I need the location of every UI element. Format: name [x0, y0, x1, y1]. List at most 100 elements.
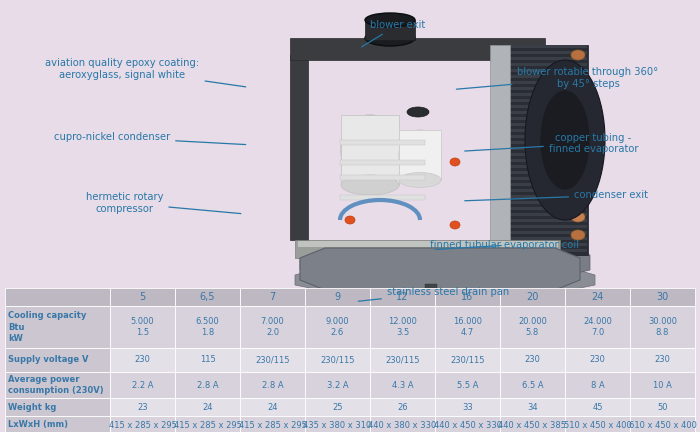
Bar [501, 51, 587, 54]
Bar [435, 372, 500, 398]
Bar [501, 129, 587, 132]
Text: 50: 50 [657, 403, 668, 412]
Bar [565, 372, 630, 398]
Bar [425, 284, 437, 290]
Bar [501, 153, 587, 156]
Bar [501, 147, 587, 150]
Bar [290, 55, 308, 240]
Text: 34: 34 [527, 403, 538, 412]
Ellipse shape [341, 115, 399, 185]
Bar [240, 288, 305, 306]
Bar [175, 288, 240, 306]
Polygon shape [295, 265, 595, 292]
Bar [501, 237, 587, 240]
Bar [175, 348, 240, 372]
Bar [5, 398, 110, 416]
Bar [175, 372, 240, 398]
Bar [501, 57, 587, 60]
Text: 24: 24 [592, 292, 603, 302]
Text: 5.000
1.5: 5.000 1.5 [131, 317, 154, 337]
Bar [435, 288, 500, 306]
Bar [501, 75, 587, 78]
Text: 610 x 450 x 400: 610 x 450 x 400 [629, 420, 696, 429]
Bar [110, 306, 175, 348]
Bar [365, 20, 415, 40]
Bar [110, 416, 175, 432]
Text: 440 x 380 x 330: 440 x 380 x 330 [368, 420, 437, 429]
Ellipse shape [571, 158, 585, 168]
Text: 415 x 285 x 295: 415 x 285 x 295 [239, 420, 307, 429]
Bar [500, 416, 565, 432]
Bar [500, 398, 565, 416]
Bar [370, 288, 435, 306]
Bar [340, 175, 425, 180]
Bar [370, 416, 435, 432]
Text: 230: 230 [524, 356, 540, 365]
Bar [340, 195, 425, 200]
Bar [501, 171, 587, 174]
Bar [630, 372, 695, 398]
Bar [501, 159, 587, 162]
Text: blower exit: blower exit [361, 20, 425, 47]
Bar [341, 115, 399, 185]
Text: 7.000
2.0: 7.000 2.0 [260, 317, 284, 337]
Ellipse shape [571, 230, 585, 240]
Bar [305, 372, 370, 398]
Ellipse shape [571, 194, 585, 204]
Bar [5, 372, 110, 398]
Bar [501, 63, 587, 66]
Bar [501, 189, 587, 192]
Text: 23: 23 [137, 403, 148, 412]
Text: hermetic rotary
compressor: hermetic rotary compressor [86, 192, 241, 214]
Bar [630, 398, 695, 416]
Bar [110, 398, 175, 416]
Text: 16.000
4.7: 16.000 4.7 [453, 317, 482, 337]
Ellipse shape [341, 175, 399, 195]
Text: 12.000
3.5: 12.000 3.5 [388, 317, 417, 337]
Ellipse shape [399, 172, 441, 187]
Bar [305, 306, 370, 348]
Bar [501, 111, 587, 114]
Bar [501, 201, 587, 204]
Text: blower rotable through 360°
by 45° steps: blower rotable through 360° by 45° steps [456, 67, 659, 89]
Bar [240, 372, 305, 398]
Polygon shape [300, 245, 590, 278]
Bar [501, 81, 587, 84]
Bar [240, 306, 305, 348]
Bar [501, 207, 587, 210]
Bar [290, 38, 545, 60]
Bar [501, 243, 587, 246]
Text: 440 x 450 x 385: 440 x 450 x 385 [498, 420, 566, 429]
Bar [490, 45, 510, 255]
Text: 24: 24 [202, 403, 213, 412]
Ellipse shape [407, 107, 429, 117]
Bar [110, 348, 175, 372]
Ellipse shape [345, 216, 355, 224]
Bar [5, 288, 110, 306]
Text: 9.000
2.6: 9.000 2.6 [326, 317, 349, 337]
Ellipse shape [571, 50, 585, 60]
Ellipse shape [399, 130, 441, 180]
Ellipse shape [571, 140, 585, 150]
Text: 45: 45 [592, 403, 603, 412]
Text: cupro-nickel condenser: cupro-nickel condenser [54, 132, 246, 145]
Text: 230/115: 230/115 [256, 356, 290, 365]
Bar [630, 288, 695, 306]
Ellipse shape [571, 104, 585, 114]
Ellipse shape [525, 60, 605, 220]
Ellipse shape [365, 13, 415, 27]
Bar [500, 45, 588, 255]
Ellipse shape [571, 86, 585, 96]
Bar [565, 348, 630, 372]
Ellipse shape [540, 90, 590, 190]
Text: Average power
consumption (230V): Average power consumption (230V) [8, 375, 104, 395]
Text: 6.500
1.8: 6.500 1.8 [195, 317, 219, 337]
Bar [630, 306, 695, 348]
Text: 415 x 285 x 295: 415 x 285 x 295 [174, 420, 241, 429]
Text: 16: 16 [461, 292, 474, 302]
Bar [370, 398, 435, 416]
Bar [240, 348, 305, 372]
Text: 2.2 A: 2.2 A [132, 381, 153, 390]
Text: 230: 230 [589, 356, 606, 365]
Ellipse shape [571, 212, 585, 222]
